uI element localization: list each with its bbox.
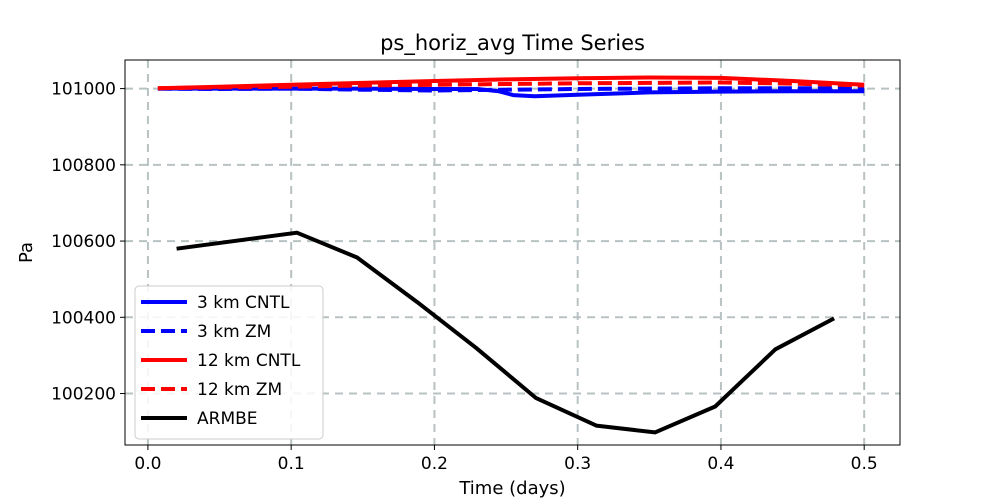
y-tick-label: 100200 bbox=[51, 385, 116, 405]
series-line-armbe bbox=[176, 230, 836, 435]
x-tick-label: 0.4 bbox=[707, 454, 734, 474]
y-tick-label: 100600 bbox=[51, 232, 116, 252]
plot-frame bbox=[124, 59, 901, 446]
legend: 3 km CNTL 3 km ZM 12 km CNTL 12 km ZM ARMBE bbox=[134, 285, 324, 440]
legend-label: ARMBE bbox=[197, 409, 258, 429]
chart-title: ps_horiz_avg Time Series bbox=[380, 31, 645, 56]
legend-label: 12 km CNTL bbox=[197, 351, 301, 371]
x-axis-label: Time (days) bbox=[458, 478, 565, 499]
series-line-12-km-zm bbox=[157, 80, 865, 91]
y-axis-label: Pa bbox=[16, 242, 37, 263]
legend-label: 3 km CNTL bbox=[197, 293, 290, 313]
legend-label: 3 km ZM bbox=[197, 322, 271, 342]
y-tick-label: 101000 bbox=[51, 80, 116, 100]
x-tick-label: 0.2 bbox=[421, 454, 448, 474]
y-tick-label: 100800 bbox=[51, 156, 116, 176]
tick-layer: 0.0 0.1 0.2 0.3 0.4 0.5 100200 100400 100600 1008… bbox=[51, 80, 878, 474]
legend-label: 12 km ZM bbox=[197, 380, 282, 400]
x-tick-label: 0.0 bbox=[134, 454, 161, 474]
x-tick-label: 0.3 bbox=[564, 454, 591, 474]
y-tick-label: 100400 bbox=[51, 308, 116, 328]
x-tick-label: 0.5 bbox=[851, 454, 878, 474]
series-layer bbox=[157, 75, 865, 435]
legend-box bbox=[134, 285, 324, 440]
x-tick-label: 0.1 bbox=[278, 454, 305, 474]
